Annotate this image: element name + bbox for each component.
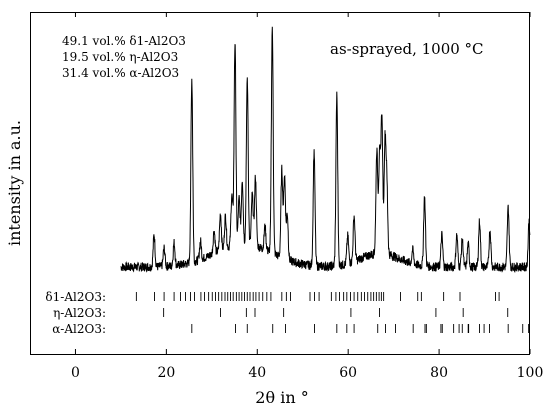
reference-row-label: η-Al2O3: xyxy=(53,306,106,320)
composition-line-alpha: 31.4 vol.% α-Al2O3 xyxy=(62,66,179,80)
x-tick-label: 40 xyxy=(248,365,266,381)
x-axis: 0 20 40 60 80 100 xyxy=(71,12,543,381)
composition-annotation: 49.1 vol.% δ1-Al2O3 19.5 vol.% η-Al2O3 3… xyxy=(62,34,186,80)
reference-row-label: δ1-Al2O3: xyxy=(45,290,106,304)
diffraction-curve xyxy=(120,26,531,274)
composition-line-delta: 49.1 vol.% δ1-Al2O3 xyxy=(62,34,186,48)
x-tick-label: 100 xyxy=(517,365,544,381)
reference-ticks: δ1-Al2O3: η-Al2O3: α-Al2O3: xyxy=(45,290,530,336)
plot-frame xyxy=(30,12,530,355)
x-tick-label: 60 xyxy=(339,365,357,381)
x-tick-label: 20 xyxy=(157,365,175,381)
x-tick-label: 80 xyxy=(430,365,448,381)
x-tick-label: 0 xyxy=(71,365,80,381)
y-axis-label: intensity in a.u. xyxy=(5,120,24,246)
x-axis-label: 2θ in ° xyxy=(255,388,308,407)
composition-line-eta: 19.5 vol.% η-Al2O3 xyxy=(62,50,178,64)
reference-row-label: α-Al2O3: xyxy=(52,322,106,336)
sample-annotation: as-sprayed, 1000 °C xyxy=(330,40,484,58)
